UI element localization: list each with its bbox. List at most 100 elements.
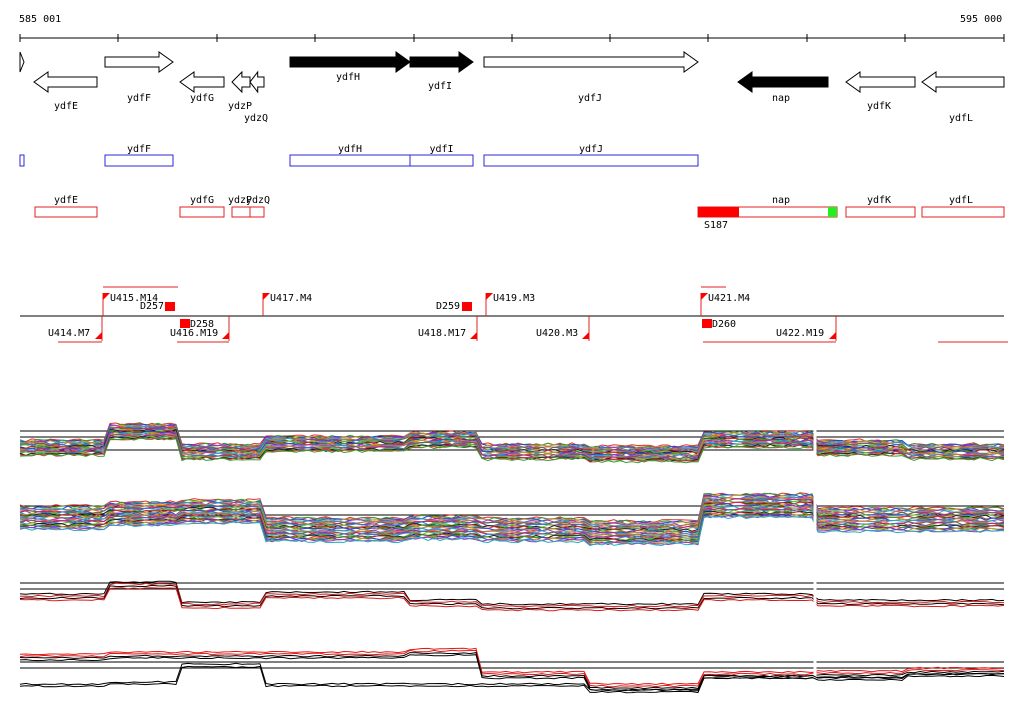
segment-flag xyxy=(103,293,110,300)
profile-track-multi-profile-minus xyxy=(19,490,1005,547)
annotation-label-ydzP: ydzP xyxy=(228,195,252,206)
down-marker-label: D257 xyxy=(140,301,164,312)
profile-series-line xyxy=(19,662,1004,692)
transcript-label-ydfI: ydfI xyxy=(429,144,453,155)
gene-arrow-ydfF[interactable] xyxy=(104,51,174,73)
annotation-label-ydfE: ydfE xyxy=(54,195,78,206)
annotation-box-ydfK[interactable] xyxy=(845,206,916,218)
transcript-label-ydfJ: ydfJ xyxy=(579,144,603,155)
annotation-box-ydzP[interactable] xyxy=(231,206,251,218)
gene-label-ydzQ: ydzQ xyxy=(244,113,268,124)
down-marker-label: D258 xyxy=(190,319,214,330)
down-marker-box xyxy=(702,319,712,328)
gene-label-ydfK: ydfK xyxy=(867,101,891,112)
profile-series-line xyxy=(19,580,1005,606)
ruler-end-label: 595 000 xyxy=(960,14,1002,25)
profile-series-line xyxy=(19,492,1005,523)
gene-arrow-partial[interactable] xyxy=(19,51,25,73)
profile-series-line xyxy=(19,504,1005,535)
segment-upper-label: U417.M4 xyxy=(270,293,312,304)
segment-flag xyxy=(222,332,229,339)
down-marker-box xyxy=(462,302,472,311)
gene-arrow-ydfJ[interactable] xyxy=(483,51,699,73)
gene-label-ydfF: ydfF xyxy=(127,93,151,104)
profile-series-line xyxy=(19,653,1005,692)
gene-arrow-ydzP[interactable] xyxy=(231,70,251,94)
transcript-box-edge[interactable] xyxy=(19,154,25,167)
gene-label-ydfL: ydfL xyxy=(949,113,973,124)
gene-label-ydzP: ydzP xyxy=(228,101,252,112)
segment-lower-label: U420.M3 xyxy=(536,328,578,339)
gene-arrow-ydfK[interactable] xyxy=(845,71,916,93)
segment-flag xyxy=(582,332,589,339)
profile-series-line xyxy=(19,501,1005,533)
coordinate-ruler: 585 001 595 000 xyxy=(19,14,1005,42)
segment-lower-label: U422.M19 xyxy=(776,328,824,339)
profile-series-line xyxy=(19,584,1005,610)
gene-arrow-ydfL[interactable] xyxy=(921,71,1005,93)
profile-series-line xyxy=(19,432,1005,458)
profile-series-line xyxy=(19,435,1005,462)
down-marker-label: D260 xyxy=(712,319,736,330)
gene-arrow-ydfH[interactable] xyxy=(289,51,411,73)
segmentation-track: U415.M14 U417.M4 U419.M3 U421.M4 U414.M7 U416… xyxy=(20,286,1008,343)
segment-lower-label: U418.M17 xyxy=(418,328,466,339)
profile-series-line xyxy=(19,499,1005,531)
profile-series-line xyxy=(19,515,1005,547)
gene-arrow-nap[interactable] xyxy=(737,71,829,93)
annotation-box-ydfG[interactable] xyxy=(179,206,225,218)
down-marker-label: D259 xyxy=(436,301,460,312)
segment-flag xyxy=(486,293,493,300)
segment-upper-label: U415.M14 xyxy=(110,293,158,304)
transcript-label-ydfH: ydfH xyxy=(338,144,362,155)
profile-series-line xyxy=(19,513,1005,545)
profile-series-line xyxy=(19,587,1005,612)
gene-arrow-ydzQ[interactable] xyxy=(249,70,265,94)
transcript-label-ydfF: ydfF xyxy=(127,144,151,155)
gene-label-nap: nap xyxy=(772,93,790,104)
segment-flag xyxy=(95,332,102,339)
gene-label-ydfJ: ydfJ xyxy=(578,93,602,104)
annotation-label-nap: nap xyxy=(772,195,790,206)
profile-series-line xyxy=(19,582,1005,608)
annotation-label-ydfL: ydfL xyxy=(949,195,973,206)
profile-series-line xyxy=(19,423,1005,450)
profile-series-line xyxy=(19,647,1004,686)
profile-series-line xyxy=(19,665,1005,694)
profile-series-line xyxy=(19,496,1005,528)
transcript-box-ydfI[interactable] xyxy=(409,154,474,167)
profile-series-line xyxy=(19,649,1005,688)
annotation-box-ydzQ[interactable] xyxy=(249,206,265,218)
gene-label-ydfH: ydfH xyxy=(336,72,360,83)
profile-series-line xyxy=(19,506,1005,538)
profile-series-line xyxy=(19,437,1005,464)
annotation-box-ydfL[interactable] xyxy=(921,206,1005,218)
transcript-box-ydfH[interactable] xyxy=(289,154,411,167)
transcript-box-ydfF[interactable] xyxy=(104,154,174,167)
annotation-green-block xyxy=(828,207,837,217)
profile-series-line xyxy=(19,426,1005,453)
segment-lower-label: U414.M7 xyxy=(48,328,90,339)
segment-flag xyxy=(470,332,477,339)
annotation-label-ydfK: ydfK xyxy=(867,195,891,206)
transcript-box-ydfJ[interactable] xyxy=(483,154,699,167)
ruler-start-label: 585 001 xyxy=(19,14,61,25)
segment-upper-label: U421.M4 xyxy=(708,293,750,304)
annotation-box-ydfE[interactable] xyxy=(34,206,98,218)
gene-label-ydfG: ydfG xyxy=(190,93,214,104)
gene-label-ydfE: ydfE xyxy=(54,101,78,112)
annotation-label-ydzQ: ydzQ xyxy=(246,195,270,206)
gene-arrow-ydfE[interactable] xyxy=(33,71,98,93)
profile-series-line xyxy=(19,511,1005,543)
segment-upper-label: U419.M3 xyxy=(493,293,535,304)
annotation-red-block xyxy=(698,207,739,217)
segment-flag xyxy=(263,293,270,300)
expression-profiles xyxy=(19,420,1005,694)
gene-arrow-ydfI[interactable] xyxy=(409,51,474,73)
segment-flag xyxy=(829,332,836,339)
gene-arrow-ydfG[interactable] xyxy=(179,71,225,93)
down-marker-box xyxy=(165,302,175,311)
